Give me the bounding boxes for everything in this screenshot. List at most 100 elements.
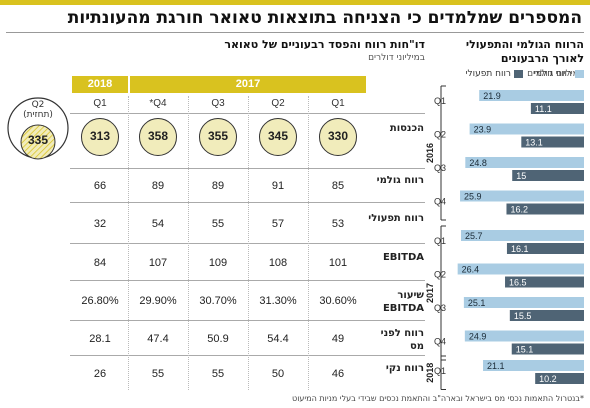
quarter-label-6: Q3 <box>434 303 446 313</box>
revenue-circle-3: 345 <box>259 118 297 156</box>
bar-chart-title-text: הרווח הגולמי והתפעולי לאורך הרבעונים <box>465 38 584 65</box>
table-cell-5-1: 47.4 <box>147 332 169 345</box>
forecast-quarter: Q2 <box>31 100 45 110</box>
bar-operating-0 <box>530 103 584 114</box>
col-head-2017-q4: *Q4 <box>149 98 167 109</box>
bar-operating-3 <box>506 203 584 215</box>
bar-chart-title: הרווח הגולמי והתפעולי לאורך הרבעונים במי… <box>438 38 584 81</box>
bar-gross-3 <box>460 190 584 202</box>
bar-operating-8 <box>535 373 584 384</box>
revenue-circle-0: 313 <box>81 118 119 156</box>
bar-operating-4 <box>506 243 584 254</box>
table-divider-3 <box>308 96 310 390</box>
col-head-2018-q1: Q1 <box>93 98 107 109</box>
table-divider-0 <box>128 96 130 390</box>
table-cell-3-2: 109 <box>208 256 228 269</box>
bar-label-gross-2: 24.8 <box>469 158 487 168</box>
table-cell-6-4: 46 <box>331 367 345 380</box>
top-accent-bar <box>0 0 590 5</box>
table-cell-3-1: 107 <box>148 256 168 269</box>
table-rule-4 <box>70 280 425 281</box>
table-subtitle: במיליוני דולרים <box>368 53 425 63</box>
row-label-4: שיעור EBITDA <box>382 290 424 314</box>
bar-operating-1 <box>521 136 584 148</box>
forecast-circle <box>7 97 69 160</box>
legend-swatch-gross <box>575 69 584 78</box>
bar-label-gross-0: 21.9 <box>483 91 501 101</box>
table-cell-5-3: 54.4 <box>267 332 289 345</box>
table-cell-6-3: 50 <box>271 367 285 380</box>
row-label-3: EBITDA <box>382 251 424 263</box>
bar-label-operating-0: 11.1 <box>535 104 552 114</box>
table-cell-1-1: 89 <box>151 180 165 192</box>
quarter-label-5: Q2 <box>434 270 446 280</box>
bar-gross-2 <box>465 157 584 168</box>
table-cell-4-2: 30.70% <box>199 295 237 307</box>
table-cell-4-0: 26.80% <box>81 295 119 307</box>
table-rule-3 <box>70 243 425 244</box>
table-cell-5-4: 49 <box>331 332 345 345</box>
legend-label-operating: רווח תפעולי <box>465 69 511 79</box>
revenue-circle-1: 358 <box>139 118 177 156</box>
year-band-2017: 2017 <box>130 76 366 93</box>
table-cell-3-4: 101 <box>328 256 348 269</box>
bar-operating-7 <box>511 343 584 355</box>
table-cell-1-4: 85 <box>331 180 345 192</box>
year-label-2018: 2018 <box>425 363 435 383</box>
bar-gross-4 <box>461 230 584 241</box>
bar-gross-8 <box>483 360 584 371</box>
table-rule-1 <box>70 168 425 169</box>
legend-item-gross: רווח גולמי <box>534 69 584 79</box>
bar-operating-5 <box>505 276 584 288</box>
forecast-label: Q2 (תחזית) <box>6 100 70 120</box>
bar-gross-5 <box>457 263 584 275</box>
bar-label-gross-5: 26.4 <box>462 265 480 275</box>
bar-gross-7 <box>464 330 584 342</box>
table-cell-1-2: 89 <box>211 180 225 192</box>
bar-label-operating-7: 15.1 <box>516 345 534 355</box>
table-cell-6-1: 55 <box>151 367 165 380</box>
table-rule-6 <box>70 355 425 356</box>
forecast-note: (תחזית) <box>23 110 53 120</box>
table-cell-5-2: 50.9 <box>207 332 229 345</box>
bar-label-gross-3: 25.9 <box>464 192 482 202</box>
table-cell-5-0: 28.1 <box>89 332 111 345</box>
table-cell-3-0: 84 <box>93 256 107 269</box>
table-cell-4-1: 29.90% <box>139 295 177 307</box>
table-cell-4-3: 31.30% <box>259 295 297 307</box>
bar-chart-legend: רווח גולמי רווח תפעולי <box>444 69 584 81</box>
table-divider-1 <box>188 96 190 390</box>
year-label-2017: 2017 <box>425 283 435 303</box>
quarter-label-7: Q4 <box>434 337 446 347</box>
legend-swatch-operating <box>513 69 523 78</box>
footnote: *בנטרול התאמות נכסי מס בישראל ובארה"ב וה… <box>292 394 584 403</box>
table-cell-6-0: 26 <box>93 367 107 380</box>
col-head-2017-q2: Q2 <box>271 98 285 109</box>
table-title: דו"חות רווח והפסד רבעוניים של טאואר <box>224 38 425 51</box>
table-cell-6-2: 55 <box>211 367 225 380</box>
bar-label-operating-1: 13.1 <box>525 138 543 148</box>
table-cell-4-4: 30.60% <box>319 295 357 307</box>
table-rule-0 <box>70 113 425 114</box>
bar-gross-1 <box>469 123 584 135</box>
year-band-2018: 2018 <box>72 76 128 93</box>
revenue-circle-4: 330 <box>319 118 357 156</box>
quarter-label-1: Q2 <box>434 130 446 140</box>
bar-label-operating-6: 15.5 <box>514 311 532 321</box>
quarter-label-8: Q1 <box>434 366 446 376</box>
table-cell-3-3: 108 <box>268 256 288 269</box>
bar-label-operating-8: 10.2 <box>539 374 557 384</box>
row-label-5: רווח לפני מס <box>380 327 424 352</box>
bar-label-operating-3: 16.2 <box>510 205 528 215</box>
bar-label-gross-4: 25.7 <box>465 231 483 241</box>
bar-label-operating-5: 16.5 <box>509 278 527 288</box>
col-head-2017-q3: Q3 <box>211 98 225 109</box>
table-cell-2-2: 55 <box>211 217 225 230</box>
bar-label-gross-1: 23.9 <box>474 125 492 135</box>
bar-chart-subtitle: במיליוני דולרים <box>527 69 584 79</box>
forecast-value: 335 <box>27 133 49 147</box>
table-cell-2-1: 54 <box>151 217 165 230</box>
row-label-6: רווח נקי <box>385 362 424 374</box>
table-cell-2-4: 53 <box>331 217 345 230</box>
table-cell-2-3: 57 <box>271 217 285 230</box>
